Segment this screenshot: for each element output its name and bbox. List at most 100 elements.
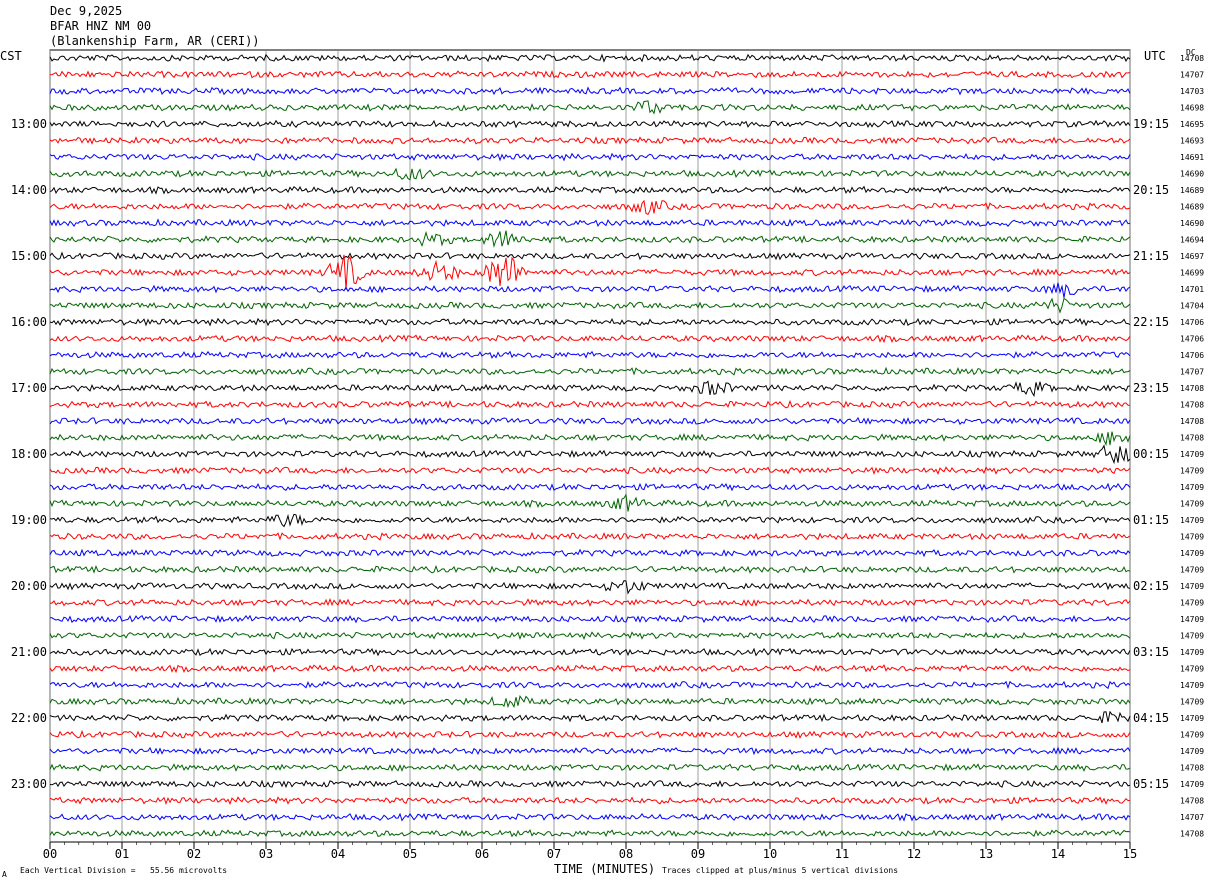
- right-time-label: 05:15: [1133, 777, 1169, 791]
- dc-offset-label: 14709: [1180, 615, 1204, 624]
- seismic-trace: [49, 167, 1131, 181]
- dc-offset-label: 14689: [1180, 203, 1204, 212]
- seismic-trace: [49, 69, 1131, 79]
- seismic-trace: [49, 614, 1131, 624]
- trace-layer: [49, 53, 1131, 838]
- dc-offset-label: 14701: [1180, 285, 1204, 294]
- seismic-trace: [49, 812, 1131, 822]
- left-time-label: 23:00: [11, 777, 47, 791]
- dc-offset-label: 14690: [1180, 219, 1204, 228]
- dc-offset-label: 14703: [1180, 87, 1204, 96]
- dc-offset-label: 14709: [1180, 467, 1204, 476]
- dc-offset-label: 14695: [1180, 120, 1204, 129]
- dc-offset-label: 14708: [1180, 417, 1204, 426]
- timezone-right-label: UTC: [1144, 49, 1166, 63]
- dc-offset-label: 14709: [1180, 780, 1204, 789]
- seismic-trace: [49, 466, 1131, 476]
- timezone-left-label: CST: [0, 49, 22, 63]
- seismic-trace: [49, 251, 1131, 261]
- dc-column-label: DC: [1186, 48, 1196, 57]
- dc-offset-label: 14708: [1180, 384, 1204, 393]
- dc-offset-label: 14709: [1180, 648, 1204, 657]
- seismic-trace: [49, 647, 1131, 657]
- x-tick-label: 13: [979, 847, 993, 861]
- seismic-trace: [49, 779, 1131, 789]
- left-time-label: 19:00: [11, 513, 47, 527]
- right-time-label: 02:15: [1133, 579, 1169, 593]
- clip-note: Traces clipped at plus/minus 5 vertical …: [662, 866, 899, 875]
- left-time-label: 15:00: [11, 249, 47, 263]
- dc-offset-label: 14709: [1180, 731, 1204, 740]
- seismic-trace: [49, 531, 1131, 541]
- dc-offset-label: 14708: [1180, 54, 1204, 63]
- seismic-trace: [49, 230, 1131, 248]
- seismic-trace: [49, 136, 1131, 145]
- header-site: (Blankenship Farm, AR (CERI)): [50, 34, 260, 48]
- x-tick-label: 06: [475, 847, 489, 861]
- dc-offset-label: 14693: [1180, 137, 1204, 146]
- dc-offset-label: 14708: [1180, 797, 1204, 806]
- left-time-label: 16:00: [11, 315, 47, 329]
- seismic-trace: [49, 796, 1131, 806]
- seismic-trace: [49, 100, 1131, 115]
- right-time-label: 23:15: [1133, 381, 1169, 395]
- dc-offset-label: 14708: [1180, 434, 1204, 443]
- seismic-trace: [49, 399, 1130, 409]
- dc-offset-label: 14709: [1180, 681, 1204, 690]
- dc-offset-label: 14709: [1180, 632, 1204, 641]
- header-date: Dec 9,2025: [50, 4, 123, 18]
- seismic-trace: [49, 493, 1131, 512]
- corner-mark: A: [2, 870, 7, 879]
- dc-offset-label: 14699: [1180, 269, 1204, 278]
- dc-offset-label: 14709: [1180, 549, 1204, 558]
- dc-offset-label: 14709: [1180, 450, 1204, 459]
- x-axis-label: TIME (MINUTES): [554, 862, 656, 876]
- left-time-label: 20:00: [11, 579, 47, 593]
- dc-offset-label: 14707: [1180, 71, 1204, 80]
- seismic-trace: [49, 152, 1131, 162]
- seismic-trace: [49, 416, 1131, 426]
- x-tick-label: 12: [907, 847, 921, 861]
- left-time-label: 14:00: [11, 183, 47, 197]
- dc-offset-label: 14709: [1180, 500, 1204, 509]
- dc-offset-label: 14709: [1180, 566, 1204, 575]
- left-time-label: 22:00: [11, 711, 47, 725]
- right-time-label: 19:15: [1133, 117, 1169, 131]
- scale-note: Each Vertical Division = 55.56 microvolt…: [20, 866, 228, 875]
- seismic-trace: [49, 119, 1131, 129]
- dc-offset-label: 14708: [1180, 764, 1204, 773]
- right-time-label: 03:15: [1133, 645, 1169, 659]
- seismic-trace: [49, 53, 1131, 63]
- seismic-trace: [49, 597, 1131, 607]
- seismic-trace: [49, 297, 1131, 314]
- x-tick-label: 07: [547, 847, 561, 861]
- left-time-label: 17:00: [11, 381, 47, 395]
- x-tick-label: 15: [1123, 847, 1137, 861]
- seismic-trace: [49, 694, 1131, 709]
- x-tick-label: 04: [331, 847, 345, 861]
- seismic-trace: [49, 680, 1131, 690]
- dc-offset-label: 14709: [1180, 747, 1204, 756]
- seismic-trace: [49, 548, 1131, 558]
- seismic-trace: [49, 444, 1131, 465]
- x-tick-label: 02: [187, 847, 201, 861]
- left-time-label: 18:00: [11, 447, 47, 461]
- seismic-trace: [49, 746, 1131, 756]
- seismic-trace: [49, 199, 1131, 215]
- seismic-trace: [49, 350, 1131, 359]
- seismic-trace: [49, 334, 1131, 344]
- right-time-label: 00:15: [1133, 447, 1169, 461]
- dc-offset-label: 14709: [1180, 714, 1204, 723]
- x-tick-label: 08: [619, 847, 633, 861]
- dc-offset-label: 14707: [1180, 368, 1204, 377]
- x-tick-label: 10: [763, 847, 777, 861]
- dc-offset-label: 14709: [1180, 533, 1204, 542]
- seismic-trace: [49, 282, 1131, 298]
- dc-offset-label: 14704: [1180, 302, 1204, 311]
- right-time-label: 01:15: [1133, 513, 1169, 527]
- plot-frame: [49, 49, 1131, 843]
- dc-offset-label: 14709: [1180, 483, 1204, 492]
- seismic-trace: [49, 763, 1131, 772]
- x-tick-label: 00: [43, 847, 57, 861]
- x-tick-label: 05: [403, 847, 417, 861]
